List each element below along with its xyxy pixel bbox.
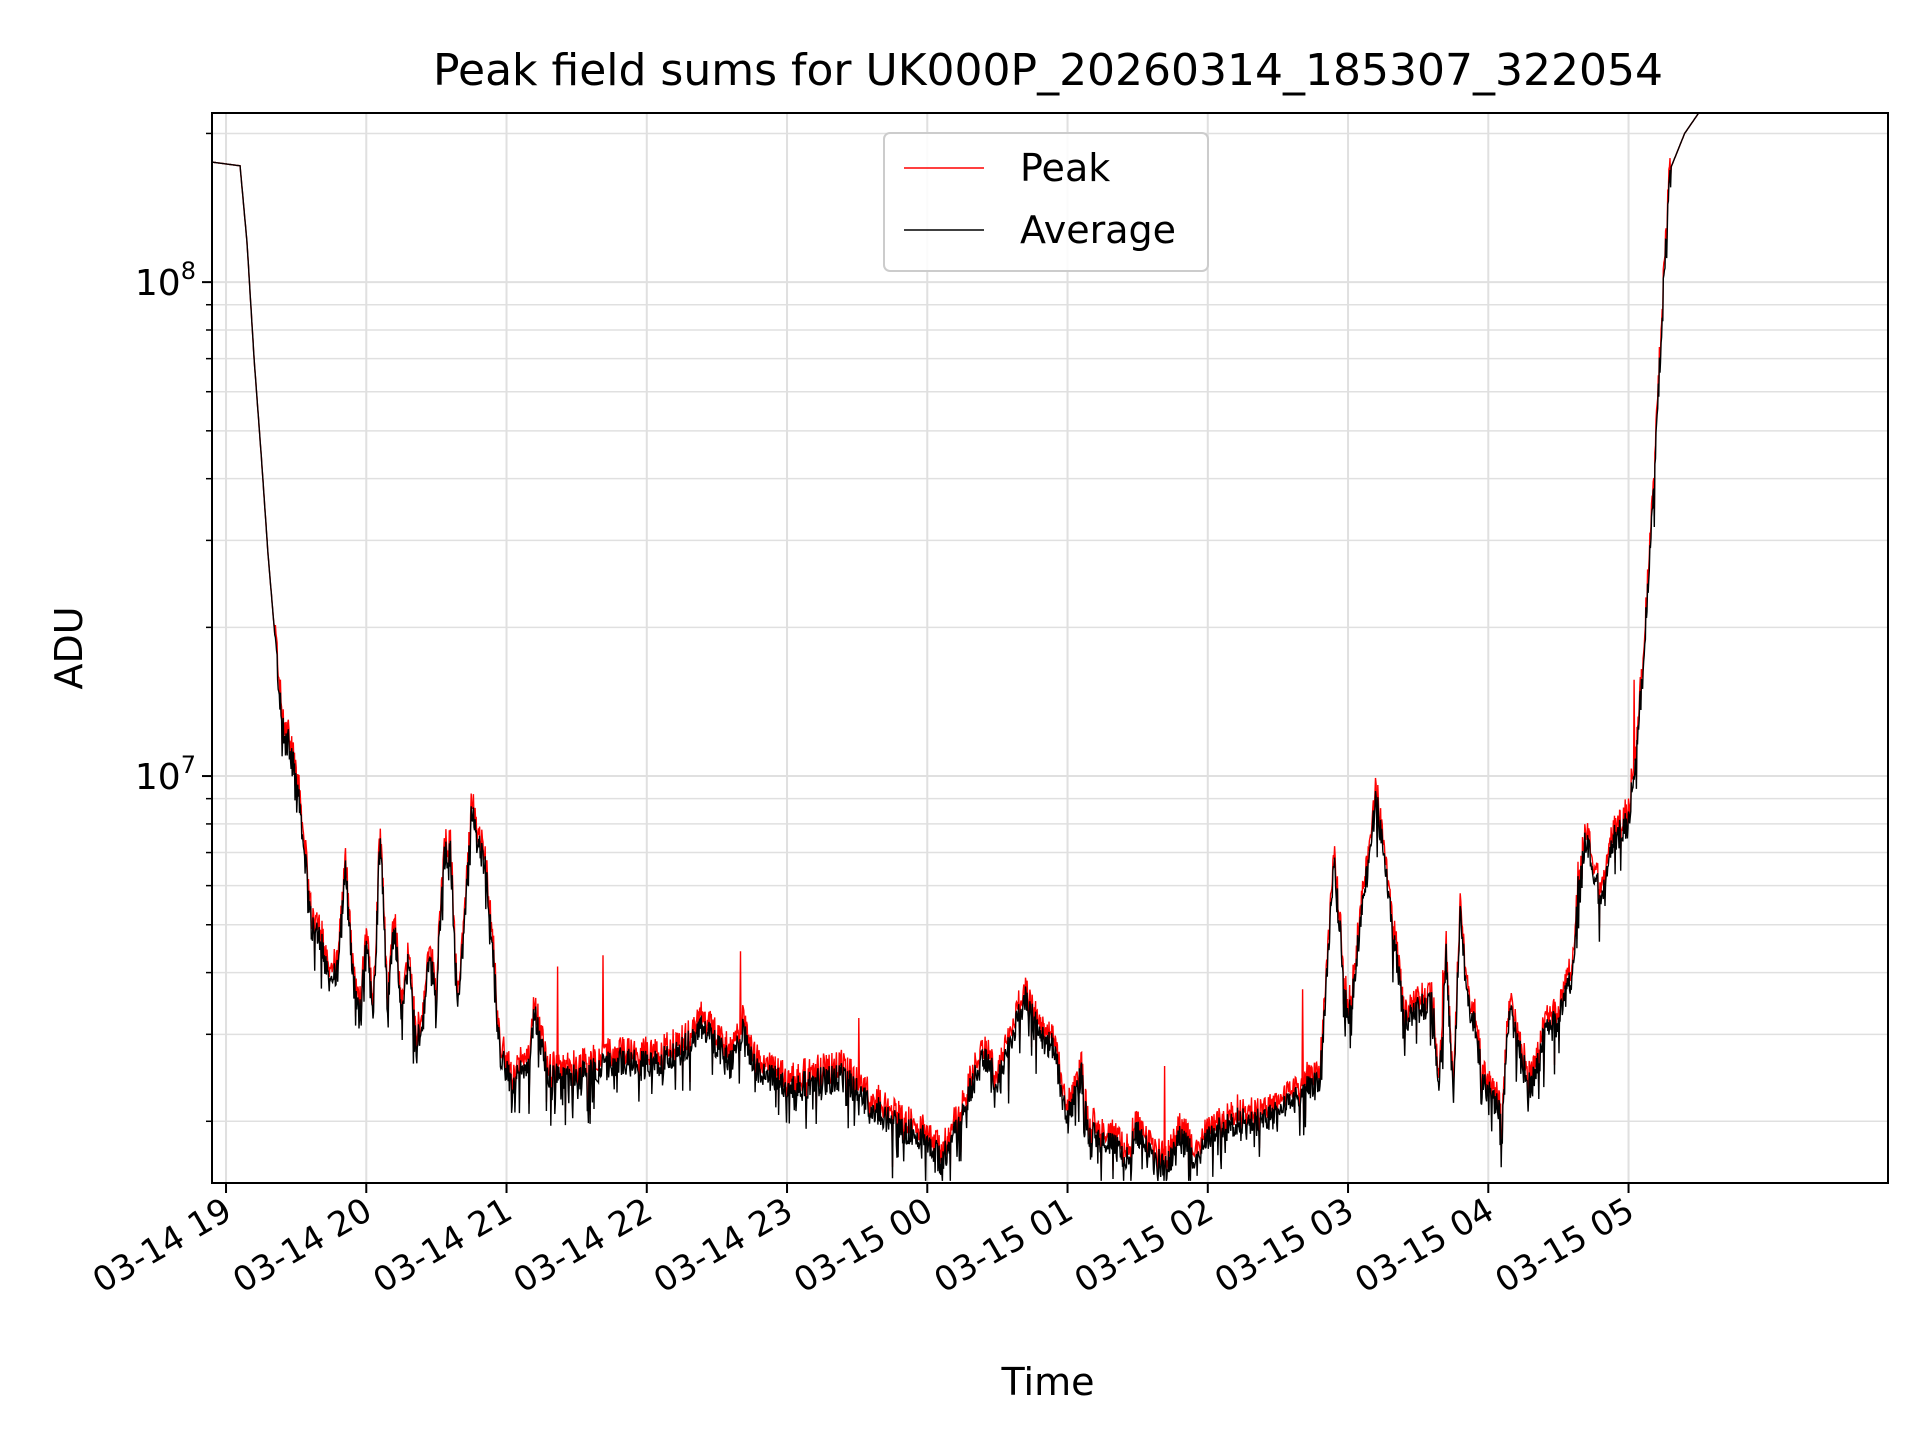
y-axis-label: ADU (47, 606, 91, 689)
x-axis-label: Time (1001, 1360, 1095, 1404)
chart-title: Peak field sums for UK000P_20260314_1853… (433, 45, 1663, 96)
series-average-line (212, 113, 1700, 1182)
grid (212, 113, 1888, 1183)
y-tick-label: 107 (135, 751, 196, 798)
plot-frame (211, 112, 1889, 1184)
legend: Peak Average (883, 132, 1209, 272)
series-layer (212, 113, 1700, 1182)
series-peak-line (212, 113, 1700, 1173)
legend-peak-label: Peak (1020, 146, 1110, 190)
y-tick-label: 108 (135, 257, 196, 304)
legend-average-label: Average (1020, 208, 1176, 252)
